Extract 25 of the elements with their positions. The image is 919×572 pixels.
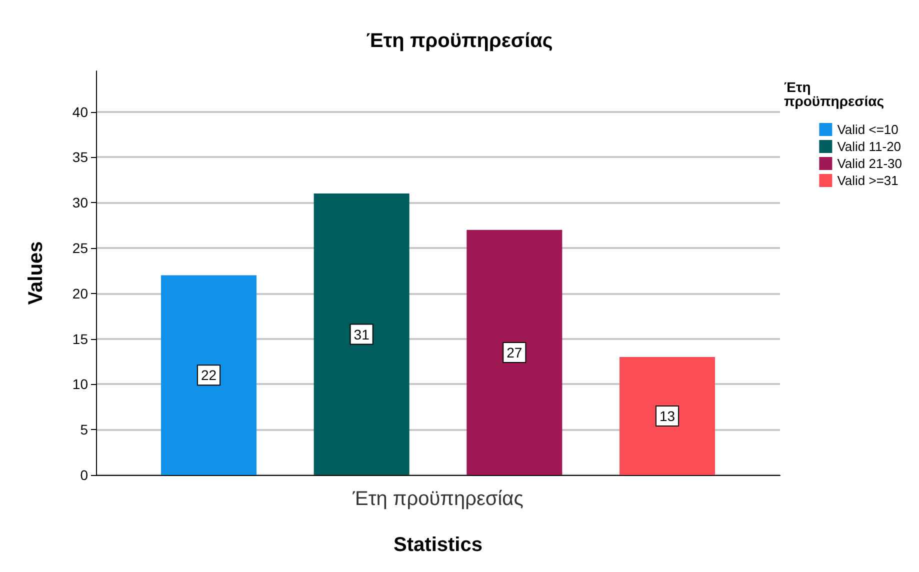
y-tick-label: 30 [72,194,88,211]
bar [314,194,410,475]
x-axis-title: Statistics [394,534,482,556]
data-label: 27 [506,344,522,360]
data-label: 13 [659,408,676,424]
y-tick-label: 10 [72,376,88,392]
bar [160,275,257,475]
y-tick-label: 25 [72,240,88,256]
legend-title: Έτη προϋπηρεσίας [784,79,884,109]
y-tick-label: 15 [72,330,88,347]
bar [619,356,716,475]
y-axis-title: Values [25,241,47,305]
y-tick-label: 40 [72,104,88,120]
legend-label: Valid 11-20 [837,139,902,154]
legend-label: Valid <=10 [837,122,898,137]
y-tick-label: 35 [72,149,88,166]
bar [466,230,562,475]
y-tick-label: 5 [80,422,88,438]
chart-title: Έτη προϋπηρεσίας [366,30,553,52]
data-label: 22 [200,367,217,384]
y-tick-label: 20 [72,285,88,302]
legend-label: Valid 21-30 [837,156,902,171]
data-label: 31 [354,326,370,342]
legend-label: Valid >=31 [837,173,898,188]
y-tick-label: 0 [80,467,88,483]
